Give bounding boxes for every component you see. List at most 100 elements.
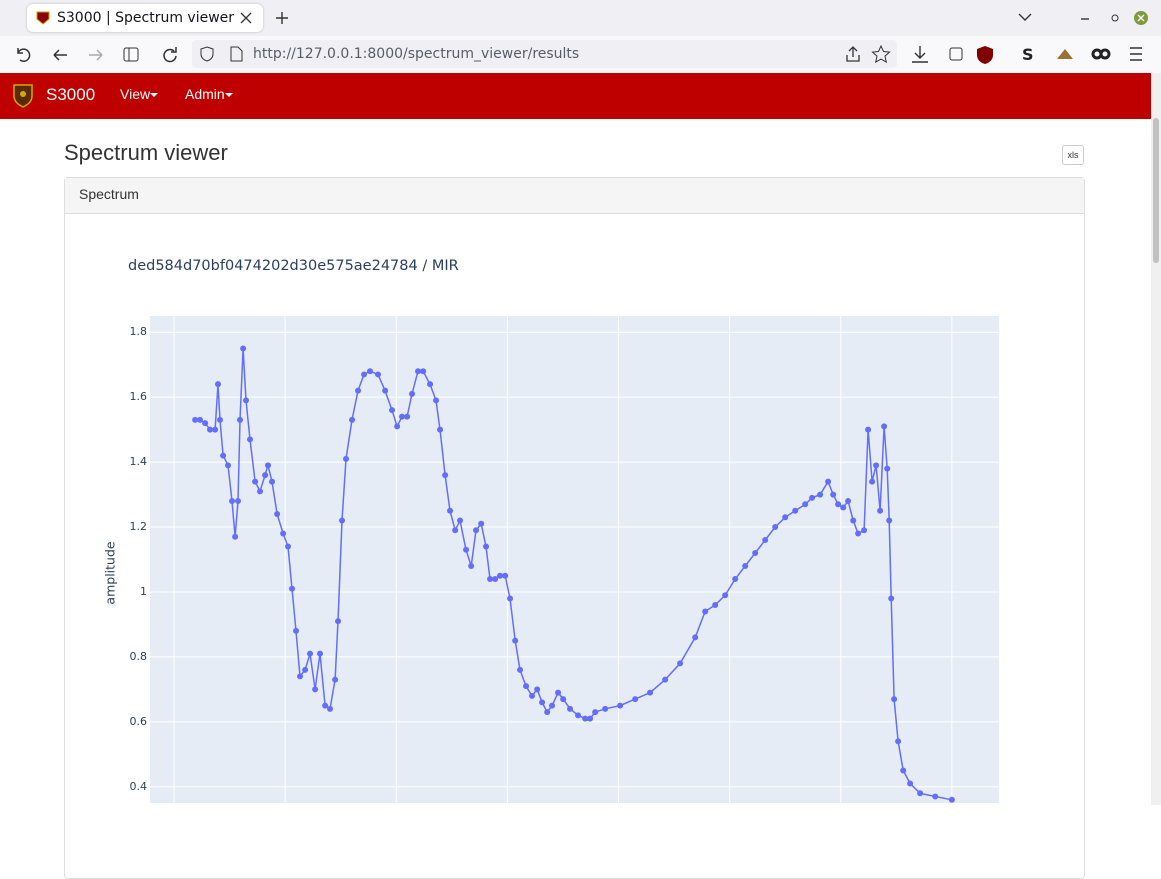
data-point xyxy=(339,517,346,524)
data-point xyxy=(335,618,342,625)
data-point xyxy=(437,426,444,433)
data-point xyxy=(732,575,739,582)
data-point xyxy=(220,452,227,459)
plot-area xyxy=(150,316,999,803)
data-point xyxy=(197,416,204,423)
scroll-thumb[interactable] xyxy=(1153,118,1159,263)
data-point xyxy=(742,562,749,569)
page-heading: Spectrum viewer xyxy=(64,140,228,165)
data-point xyxy=(549,702,556,709)
data-point xyxy=(602,705,609,712)
data-point xyxy=(478,520,485,527)
data-point xyxy=(473,527,480,534)
data-point xyxy=(452,527,459,534)
data-point xyxy=(327,705,334,712)
y-axis-label: amplitude xyxy=(103,541,118,604)
data-point xyxy=(361,371,368,378)
y-tick-label: 1.2 xyxy=(130,520,148,533)
data-point xyxy=(712,601,719,608)
menu-view[interactable]: View xyxy=(120,86,151,102)
data-point xyxy=(662,676,669,683)
data-point xyxy=(307,650,314,657)
data-point xyxy=(895,738,902,745)
data-point xyxy=(917,790,924,797)
data-point xyxy=(560,696,567,703)
data-point xyxy=(247,436,254,443)
data-point xyxy=(399,413,406,420)
data-point xyxy=(415,368,422,375)
brand-logo[interactable] xyxy=(13,84,33,108)
data-point xyxy=(692,634,699,641)
window-controls[interactable] xyxy=(1018,11,1158,27)
data-point xyxy=(404,413,411,420)
extension-icons[interactable]: S xyxy=(910,44,1150,66)
brand[interactable]: S3000 xyxy=(46,85,96,104)
data-point xyxy=(235,498,242,505)
data-point xyxy=(212,426,219,433)
data-point xyxy=(567,705,574,712)
data-point xyxy=(512,637,519,644)
data-point xyxy=(293,627,300,634)
nav-buttons[interactable] xyxy=(14,45,184,65)
export-button[interactable]: xls xyxy=(1062,145,1084,165)
data-point xyxy=(869,478,876,485)
y-tick-label: 0.4 xyxy=(130,780,148,793)
data-point xyxy=(772,524,779,531)
url-bar[interactable]: http://127.0.0.1:8000/spectrum_viewer/re… xyxy=(192,40,897,68)
data-point xyxy=(575,712,582,719)
data-point xyxy=(677,660,684,667)
data-point xyxy=(483,543,490,550)
data-point xyxy=(722,592,729,599)
data-point xyxy=(507,595,514,602)
data-point xyxy=(825,478,832,485)
data-point xyxy=(817,491,824,498)
data-point xyxy=(647,689,654,696)
data-point xyxy=(497,572,504,579)
data-point xyxy=(492,575,499,582)
data-point xyxy=(243,397,250,404)
data-point xyxy=(884,465,891,472)
data-point xyxy=(544,709,551,716)
data-point xyxy=(587,715,594,722)
tab-bar: S3000 | Spectrum viewer xyxy=(0,0,1161,36)
data-point xyxy=(420,368,427,375)
data-point xyxy=(468,562,475,569)
data-point xyxy=(447,507,454,514)
menu-admin[interactable]: Admin xyxy=(185,86,225,102)
data-point xyxy=(202,420,209,427)
data-point xyxy=(237,416,244,423)
data-point xyxy=(375,371,382,378)
data-point xyxy=(865,426,872,433)
data-point xyxy=(409,390,416,397)
data-point xyxy=(217,416,224,423)
data-point xyxy=(382,387,389,394)
panel: Spectrum xyxy=(64,177,1085,879)
data-point xyxy=(877,507,884,514)
data-point xyxy=(900,767,907,774)
panel-title: Spectrum xyxy=(79,186,139,202)
favicon xyxy=(36,11,50,25)
browser-tab[interactable]: S3000 | Spectrum viewer xyxy=(27,4,263,32)
data-point xyxy=(502,572,509,579)
url-actions[interactable] xyxy=(845,45,893,63)
data-point xyxy=(873,462,880,469)
data-point xyxy=(433,397,440,404)
new-tab[interactable] xyxy=(275,11,289,25)
url-text: http://127.0.0.1:8000/spectrum_viewer/re… xyxy=(253,46,580,62)
tab-close[interactable] xyxy=(239,11,253,25)
data-point xyxy=(582,715,589,722)
data-point xyxy=(632,696,639,703)
caret xyxy=(150,93,158,97)
data-point xyxy=(932,793,939,800)
data-point xyxy=(948,796,955,803)
data-point xyxy=(317,650,324,657)
data-point xyxy=(792,507,799,514)
y-tick-label: 1.8 xyxy=(130,325,148,338)
data-point xyxy=(782,514,789,521)
data-point xyxy=(855,530,862,537)
y-tick-label: 0.6 xyxy=(130,715,148,728)
scrollbar[interactable] xyxy=(1151,73,1161,805)
data-point xyxy=(389,407,396,414)
data-point xyxy=(257,488,264,495)
data-point xyxy=(289,585,296,592)
